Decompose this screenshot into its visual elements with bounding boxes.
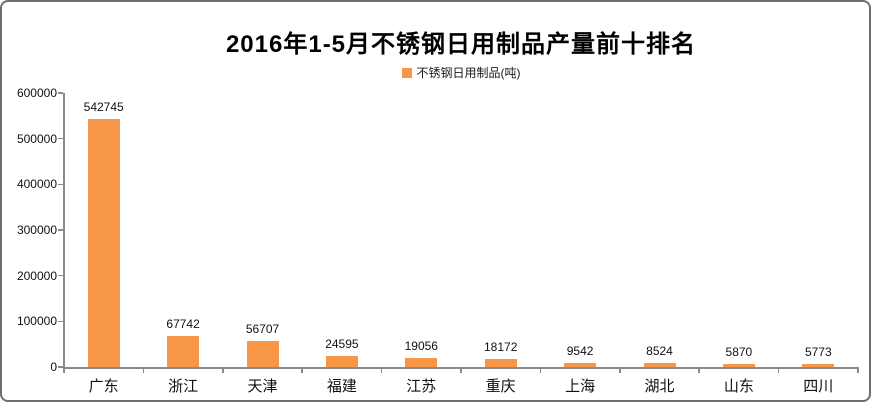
x-axis-category-label: 福建 xyxy=(326,378,357,395)
x-axis-tick xyxy=(222,368,224,373)
x-axis-tick xyxy=(619,368,621,373)
bar-山东 xyxy=(722,364,755,367)
bar-value-label: 9542 xyxy=(566,344,594,358)
x-axis-category-label: 浙江 xyxy=(168,378,199,395)
y-axis-tick xyxy=(58,320,63,323)
y-axis-tick-label: 300000 xyxy=(16,223,57,237)
bar-广东 xyxy=(87,119,120,367)
x-axis-tick xyxy=(460,368,462,373)
x-axis-tick xyxy=(857,368,859,373)
y-axis-tick xyxy=(58,274,63,277)
bar-value-label: 19056 xyxy=(404,339,438,353)
bar-value-label: 5870 xyxy=(725,345,753,359)
y-axis-tick-label: 100000 xyxy=(16,314,57,329)
bar-value-label: 24595 xyxy=(325,337,359,351)
chart-title: 2016年1-5月不锈钢日用制品产量前十排名 xyxy=(225,31,697,58)
y-axis-tick-label: 0 xyxy=(50,360,57,374)
y-axis-tick-label: 200000 xyxy=(16,268,57,283)
x-axis-line xyxy=(63,367,859,369)
x-axis-category-label: 湖北 xyxy=(644,378,675,395)
bar-天津 xyxy=(246,341,279,367)
bar-重庆 xyxy=(484,359,517,367)
bar-四川 xyxy=(802,364,835,367)
x-axis-category-label: 重庆 xyxy=(485,378,516,395)
legend-label: 不锈钢日用制品(吨) xyxy=(416,66,521,80)
x-axis-tick xyxy=(777,368,780,373)
y-axis-tick xyxy=(58,183,63,186)
bar-湖北 xyxy=(643,363,676,367)
x-axis-category-label: 天津 xyxy=(247,378,278,395)
x-axis-category-label: 山东 xyxy=(723,378,754,395)
x-axis-category-label: 四川 xyxy=(803,378,834,395)
x-axis-category-label: 广东 xyxy=(88,378,119,395)
x-axis-tick xyxy=(301,368,303,373)
x-axis-tick xyxy=(698,368,700,373)
y-axis-tick xyxy=(58,137,63,140)
y-axis-line xyxy=(63,93,65,367)
bar-value-label: 8524 xyxy=(646,344,673,358)
bar-浙江 xyxy=(167,336,200,367)
bar-福建 xyxy=(325,356,358,367)
x-axis-tick xyxy=(539,368,542,373)
legend-entry: 不锈钢日用制品(吨) xyxy=(401,64,521,81)
x-axis-tick xyxy=(63,368,65,373)
y-axis-tick-label: 400000 xyxy=(16,177,57,192)
y-axis-tick xyxy=(58,92,63,94)
legend: 不锈钢日用制品(吨) xyxy=(64,64,858,81)
x-axis-tick xyxy=(380,368,383,373)
plot-area: 0 100000 200000 300000 400000 500000 600000 542… xyxy=(17,86,859,395)
legend-swatch-icon xyxy=(401,67,412,78)
x-axis-tick xyxy=(142,368,145,373)
bar-value-label: 18172 xyxy=(484,340,518,354)
x-axis-category-label: 江苏 xyxy=(406,378,437,395)
y-axis-tick xyxy=(58,229,63,231)
y-axis-tick xyxy=(58,366,63,368)
bar-value-label: 67742 xyxy=(166,317,200,331)
bar-value-label: 542745 xyxy=(83,100,124,114)
bar-value-label: 56707 xyxy=(245,322,280,336)
y-axis-tick-label: 500000 xyxy=(16,131,57,146)
x-axis-category-label: 上海 xyxy=(565,378,596,395)
bar-上海 xyxy=(564,363,597,367)
bar-江苏 xyxy=(405,358,438,367)
bar-value-label: 5773 xyxy=(804,345,832,359)
y-axis-tick-label: 600000 xyxy=(16,86,57,100)
